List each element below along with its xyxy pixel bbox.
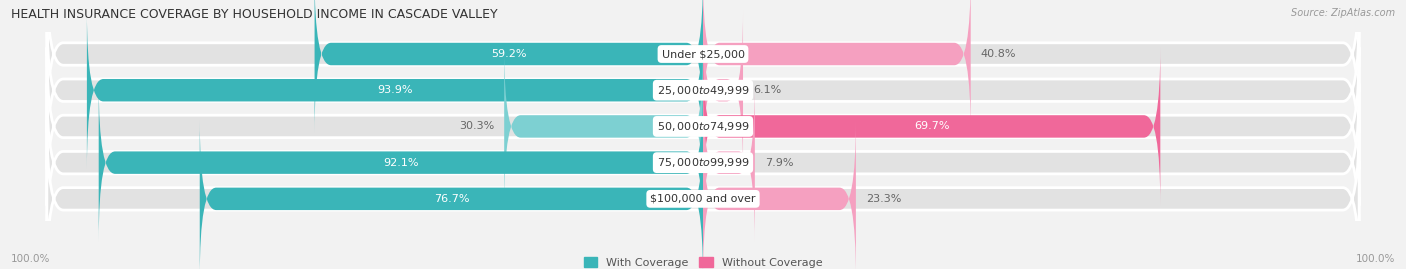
Text: 100.0%: 100.0% [11, 254, 51, 264]
FancyBboxPatch shape [505, 47, 703, 206]
Legend: With Coverage, Without Coverage: With Coverage, Without Coverage [583, 257, 823, 268]
FancyBboxPatch shape [703, 47, 1160, 206]
FancyBboxPatch shape [703, 83, 755, 242]
FancyBboxPatch shape [87, 11, 703, 169]
FancyBboxPatch shape [703, 119, 856, 269]
Text: 6.1%: 6.1% [752, 85, 782, 95]
FancyBboxPatch shape [46, 11, 1360, 169]
Text: 76.7%: 76.7% [433, 194, 470, 204]
Text: 100.0%: 100.0% [1355, 254, 1395, 264]
Text: HEALTH INSURANCE COVERAGE BY HOUSEHOLD INCOME IN CASCADE VALLEY: HEALTH INSURANCE COVERAGE BY HOUSEHOLD I… [11, 8, 498, 21]
FancyBboxPatch shape [46, 0, 1360, 133]
Text: 7.9%: 7.9% [765, 158, 793, 168]
Text: 23.3%: 23.3% [866, 194, 901, 204]
FancyBboxPatch shape [46, 47, 1360, 206]
Text: 69.7%: 69.7% [914, 121, 949, 132]
FancyBboxPatch shape [703, 0, 970, 133]
FancyBboxPatch shape [46, 83, 1360, 242]
Text: 40.8%: 40.8% [980, 49, 1017, 59]
FancyBboxPatch shape [200, 119, 703, 269]
Text: Source: ZipAtlas.com: Source: ZipAtlas.com [1291, 8, 1395, 18]
Text: $50,000 to $74,999: $50,000 to $74,999 [657, 120, 749, 133]
Text: 93.9%: 93.9% [377, 85, 413, 95]
Text: 59.2%: 59.2% [491, 49, 526, 59]
FancyBboxPatch shape [703, 11, 742, 169]
FancyBboxPatch shape [315, 0, 703, 133]
Text: 30.3%: 30.3% [460, 121, 495, 132]
FancyBboxPatch shape [98, 83, 703, 242]
Text: $100,000 and over: $100,000 and over [650, 194, 756, 204]
FancyBboxPatch shape [46, 119, 1360, 269]
Text: $25,000 to $49,999: $25,000 to $49,999 [657, 84, 749, 97]
Text: $75,000 to $99,999: $75,000 to $99,999 [657, 156, 749, 169]
Text: Under $25,000: Under $25,000 [661, 49, 745, 59]
Text: 92.1%: 92.1% [382, 158, 419, 168]
